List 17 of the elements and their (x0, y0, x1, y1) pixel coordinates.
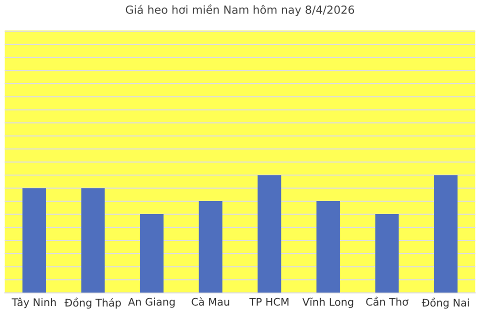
bar (140, 214, 164, 293)
x-tick-label: Tây Ninh (12, 298, 56, 308)
bar (316, 201, 340, 293)
x-tick-label: Cà Mau (192, 297, 230, 306)
bar (198, 201, 222, 293)
x-tick-label: Vĩnh Long (302, 298, 354, 308)
x-tick-label: Đồng Nai (422, 298, 469, 309)
chart-title: Giá heo hơi miền Nam hôm nay 8/4/2026 (126, 4, 354, 16)
bar (81, 188, 105, 293)
x-tick-label: Cần Thơ (366, 296, 408, 306)
x-tick-label: TP HCM (249, 298, 288, 306)
bar (434, 175, 458, 293)
x-tick-label: Đồng Tháp (64, 298, 121, 309)
bar (258, 175, 282, 293)
bar (22, 188, 46, 293)
x-tick-label: An Giang (128, 298, 175, 308)
bar (375, 214, 399, 293)
